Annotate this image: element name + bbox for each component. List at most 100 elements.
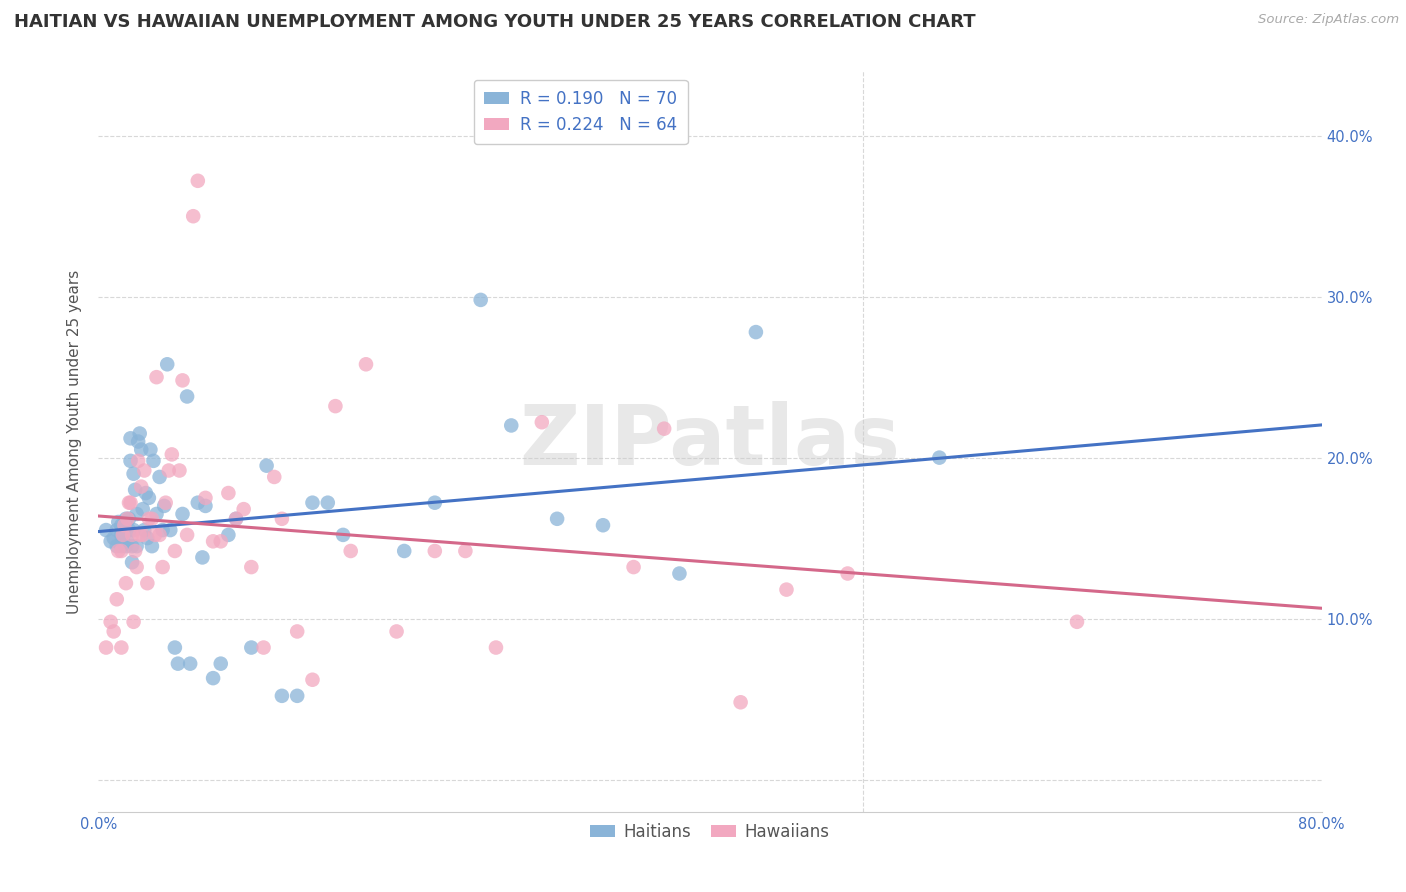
Point [155, 496, 177, 510]
Point [110, 539, 132, 553]
Point [120, 454, 142, 468]
Point [132, 502, 155, 516]
Point [176, 528, 198, 542]
Point [392, 544, 416, 558]
Point [191, 550, 214, 565]
Point [240, 640, 263, 655]
Point [145, 507, 167, 521]
Point [316, 496, 339, 510]
Point [124, 483, 146, 497]
Point [470, 293, 492, 307]
Point [270, 689, 292, 703]
Point [136, 576, 159, 591]
Point [209, 534, 232, 549]
Point [153, 499, 176, 513]
Point [110, 528, 132, 542]
Point [232, 502, 254, 516]
Point [128, 528, 150, 542]
Point [111, 528, 134, 542]
Point [125, 539, 148, 553]
Point [169, 463, 191, 477]
Point [332, 528, 354, 542]
Point [217, 486, 239, 500]
Point [125, 560, 148, 574]
Point [546, 512, 568, 526]
Point [485, 640, 508, 655]
Point [139, 442, 162, 457]
Point [501, 418, 523, 433]
Point [105, 592, 128, 607]
Point [167, 657, 190, 671]
Point [263, 470, 285, 484]
Point [121, 528, 143, 542]
Point [110, 518, 132, 533]
Point [94, 640, 117, 655]
Point [127, 434, 149, 449]
Point [339, 544, 361, 558]
Point [252, 640, 274, 655]
Point [775, 582, 797, 597]
Point [107, 515, 129, 529]
Point [107, 544, 129, 558]
Point [176, 389, 198, 403]
Point [135, 486, 157, 500]
Point [105, 523, 128, 537]
Point [301, 496, 323, 510]
Point [202, 671, 225, 685]
Point [1066, 615, 1088, 629]
Point [423, 496, 446, 510]
Point [115, 576, 138, 591]
Point [103, 624, 125, 639]
Legend: Haitians, Hawaiians: Haitians, Hawaiians [583, 816, 837, 847]
Point [134, 463, 156, 477]
Point [94, 523, 117, 537]
Point [179, 657, 201, 671]
Point [530, 415, 553, 429]
Point [156, 357, 179, 371]
Point [100, 615, 122, 629]
Point [142, 454, 165, 468]
Point [928, 450, 950, 465]
Point [122, 615, 145, 629]
Point [110, 544, 132, 558]
Point [217, 528, 239, 542]
Point [181, 209, 204, 223]
Point [129, 442, 152, 457]
Point [152, 523, 174, 537]
Point [163, 640, 186, 655]
Point [160, 447, 183, 461]
Point [385, 624, 408, 639]
Point [141, 539, 163, 553]
Point [122, 467, 145, 481]
Point [118, 523, 141, 537]
Point [301, 673, 323, 687]
Point [225, 512, 247, 526]
Point [149, 470, 172, 484]
Point [159, 523, 181, 537]
Point [138, 491, 160, 505]
Point [163, 544, 186, 558]
Point [112, 523, 135, 537]
Point [115, 539, 138, 553]
Point [592, 518, 614, 533]
Point [623, 560, 645, 574]
Point [120, 496, 142, 510]
Point [127, 454, 149, 468]
Point [121, 539, 143, 553]
Point [117, 534, 139, 549]
Point [454, 544, 477, 558]
Text: Source: ZipAtlas.com: Source: ZipAtlas.com [1258, 13, 1399, 27]
Point [120, 431, 142, 445]
Point [103, 531, 125, 545]
Point [132, 528, 155, 542]
Point [112, 518, 135, 533]
Point [325, 399, 347, 413]
Point [111, 534, 134, 549]
Point [143, 528, 166, 542]
Point [125, 507, 148, 521]
Text: ZIPatlas: ZIPatlas [520, 401, 900, 482]
Point [202, 534, 225, 549]
Point [209, 657, 232, 671]
Point [149, 528, 172, 542]
Point [128, 426, 150, 441]
